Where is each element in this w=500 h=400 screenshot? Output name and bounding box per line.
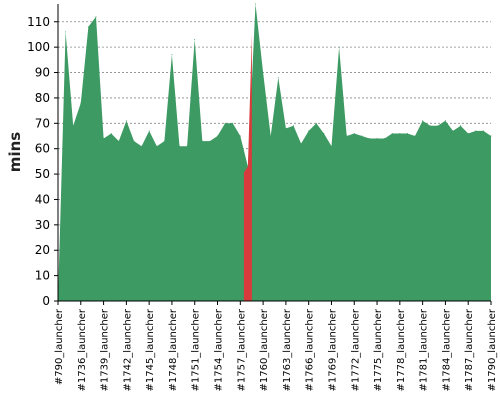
data-point [133,140,135,142]
x-tick-label: #1742_launcher [122,308,133,391]
data-point [148,130,150,132]
data-point [232,122,234,124]
data-point [72,125,74,127]
x-tick-label: #1772_launcher [350,308,361,391]
x-tick-label: #1751_launcher [191,308,202,391]
x-tick-label: #1769_launcher [328,308,339,391]
data-point [80,102,82,104]
data-point [277,77,279,79]
y-tick-label: 100 [27,40,50,54]
data-point [95,16,97,18]
data-point [422,120,424,122]
data-point [171,54,173,56]
y-tick-label: 50 [35,167,50,181]
data-point [118,140,120,142]
data-point [201,140,203,142]
data-point [376,138,378,139]
data-point [262,72,264,73]
data-point [399,133,401,134]
x-tick-label: #1781_launcher [419,308,430,391]
data-point [186,145,188,147]
x-tick-label: #1790_launcher [487,308,498,391]
data-point [437,125,439,127]
data-point [475,130,477,132]
x-tick-label: #1745_launcher [145,308,156,391]
y-tick-label: 40 [35,192,50,206]
data-point [300,143,302,145]
data-point [125,120,127,122]
data-point [194,39,196,40]
y-tick-label: 60 [35,142,50,156]
data-point [87,26,89,28]
data-point [323,133,325,134]
data-point [406,133,408,134]
y-tick-label: 20 [35,243,50,257]
data-point [315,122,317,124]
data-point [209,140,211,142]
x-tick-label: #1766_launcher [305,308,316,391]
data-point [444,120,446,122]
data-point [482,130,484,132]
area-fill [58,4,491,301]
data-point [293,125,294,127]
data-point [467,133,469,134]
data-point [285,127,287,129]
x-tick-label: #1775_launcher [373,308,384,391]
data-point [346,135,348,137]
data-point [163,140,165,142]
x-tick-labels: #790_launcher #1736_launcher #1739_launche… [54,301,498,392]
data-point [460,125,462,127]
data-point [270,135,272,137]
y-tick-label: 30 [35,218,50,232]
data-point [452,130,454,132]
data-point [353,133,355,134]
data-point [331,145,332,147]
y-tick-labels: 0 10 20 30 40 50 60 70 80 90 100 110 [27,15,58,308]
x-tick-label: #1754_launcher [214,308,225,391]
data-point [110,133,112,134]
y-axis-label: mins [6,132,24,172]
x-tick-label: #1784_launcher [441,308,452,391]
data-point [308,130,310,132]
data-point [429,125,431,127]
y-tick-label: 80 [35,91,50,105]
data-point [217,135,218,137]
x-tick-label: #1748_launcher [168,308,179,391]
data-point [224,122,226,124]
data-point [179,145,180,147]
y-tick-label: 10 [35,269,50,283]
y-tick-label: 70 [35,116,50,130]
x-tick-label: #790_launcher [54,308,65,385]
data-point [338,46,340,48]
highlight-mark [243,34,252,301]
x-tick-label: #1760_launcher [259,308,270,391]
y-tick-label: 110 [27,15,50,29]
data-point [361,135,363,137]
data-point [103,138,105,139]
x-tick-label: #1787_launcher [464,308,475,391]
data-point [65,31,67,33]
x-tick-label: #1739_launcher [100,308,111,391]
data-point [384,138,386,139]
data-point [414,135,416,137]
y-tick-label: 90 [35,66,50,80]
x-tick-label: #1778_launcher [396,308,407,391]
data-point [239,135,241,137]
x-tick-label: #1736_launcher [77,308,88,391]
axes [57,4,491,302]
data-point [156,145,158,147]
data-point [141,145,143,147]
data-point [255,3,256,5]
highlight-bar [243,34,252,301]
y-tick-label: 0 [42,294,50,308]
data-point [369,138,370,139]
x-tick-label: #1763_launcher [282,308,293,391]
data-point [490,135,492,137]
data-point [391,133,393,134]
x-tick-label: #1757_launcher [236,308,247,391]
area-series [57,3,492,302]
